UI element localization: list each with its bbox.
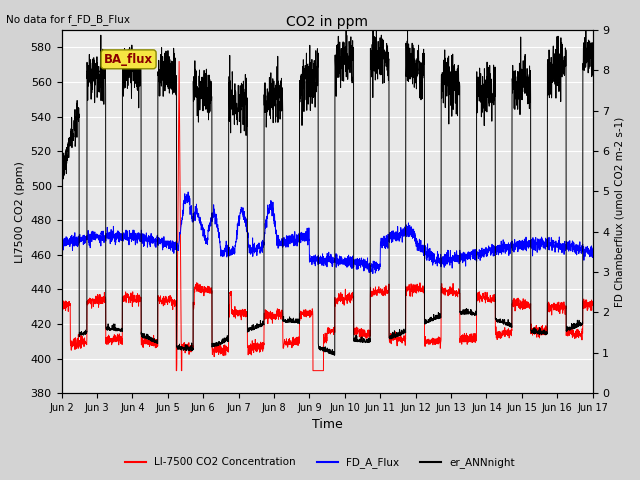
Legend: LI-7500 CO2 Concentration, FD_A_Flux, er_ANNnight: LI-7500 CO2 Concentration, FD_A_Flux, er… [121,453,519,472]
X-axis label: Time: Time [312,419,342,432]
Text: No data for f_FD_B_Flux: No data for f_FD_B_Flux [6,14,131,25]
Title: CO2 in ppm: CO2 in ppm [286,15,368,29]
Text: BA_flux: BA_flux [104,53,153,66]
Y-axis label: FD Chamberflux (umol CO2 m-2 s-1): FD Chamberflux (umol CO2 m-2 s-1) [615,117,625,307]
Y-axis label: LI7500 CO2 (ppm): LI7500 CO2 (ppm) [15,161,25,263]
